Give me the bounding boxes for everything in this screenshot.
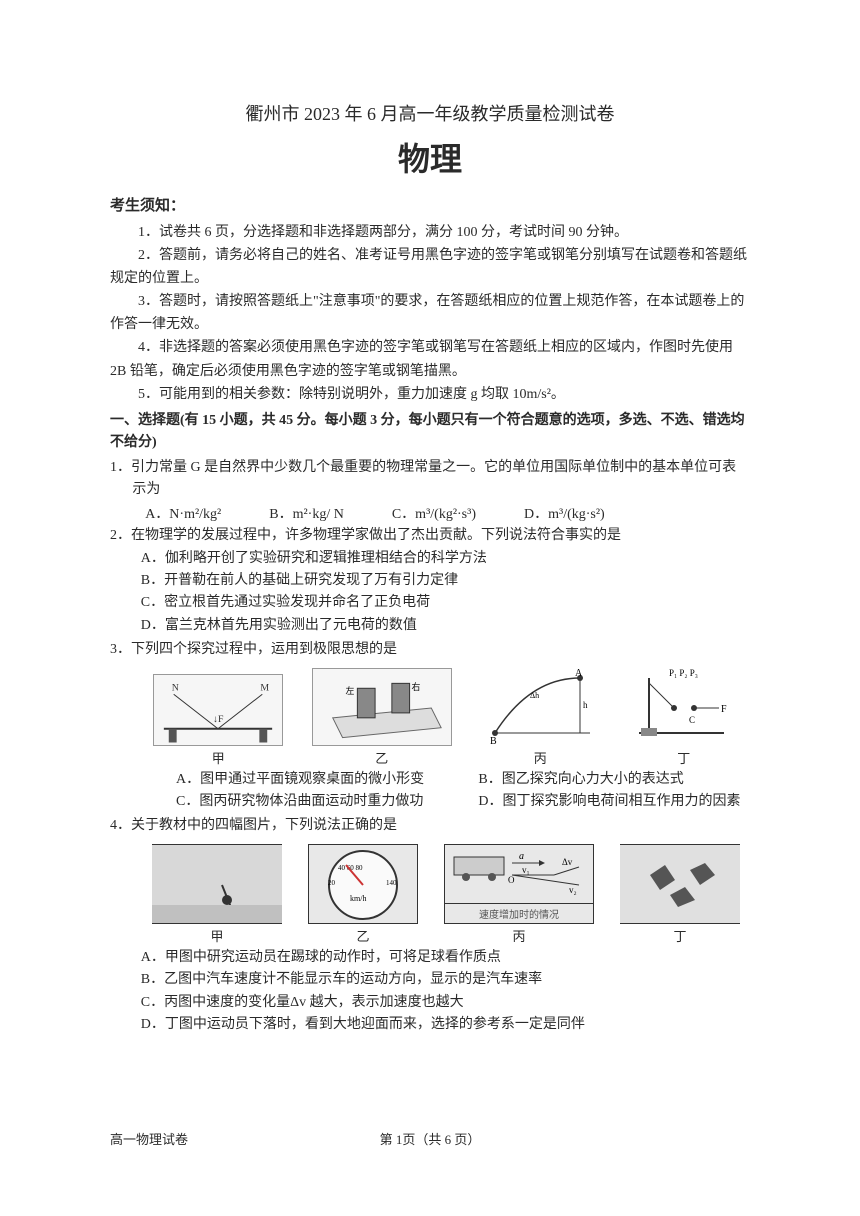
svg-text:右: 右 [411,681,420,692]
question-4-text: 4．关于教材中的四幅图片，下列说法正确的是 [110,815,750,837]
q3-option-c: C．图丙研究物体沿曲面运动时重力做功 [145,791,447,813]
svg-text:B: B [490,736,497,746]
svg-text:a: a [519,851,524,862]
question-2-text: 2．在物理学的发展过程中，许多物理学家做出了杰出贡献。下列说法符合事实的是 [110,525,750,547]
svg-text:N: N [172,682,179,693]
q3-fig-d-image: F P₁ P₂ P₃ C [629,668,739,746]
svg-text:v₂: v₂ [569,885,577,895]
question-4: 4．关于教材中的四幅图片，下列说法正确的是 [110,815,750,837]
question-1-text: 1．引力常量 G 是自然界中少数几个最重要的物理常量之一。它的单位用国际单位制中… [110,457,750,502]
notice-label: 考生须知： [110,194,750,215]
page-title-main: 衢州市 2023 年 6 月高一年级教学质量检测试卷 [110,100,750,126]
svg-text:h: h [583,700,588,710]
notice-item-1: 1．试卷共 6 页，分选择题和非选择题两部分，满分 100 分，考试时间 90 … [110,221,750,244]
svg-text:Δh: Δh [530,691,539,700]
svg-text:140: 140 [386,879,397,887]
question-1: 1．引力常量 G 是自然界中少数几个最重要的物理常量之一。它的单位用国际单位制中… [110,457,750,502]
section-1-header: 一、选择题(有 15 小题，共 45 分。每小题 3 分，每小题只有一个符合题意… [110,410,750,455]
q4-fig-c-caption: 速度增加时的情况 [445,903,593,923]
q1-option-a: A．N·m²/kg² [145,503,221,523]
svg-text:O: O [508,875,515,885]
q4-fig-d: 丁 [620,844,740,945]
footer-left: 高一物理试卷 [110,1129,323,1148]
page-title-subject: 物理 [110,134,750,180]
q1-option-b: B．m²·kg/ N [269,503,344,523]
footer-page-number: 第 1页（共 6 页） [323,1129,536,1148]
q4-fig-b: km/h40 60 8020140 乙 [308,844,418,945]
svg-text:km/h: km/h [350,894,366,903]
question-4-figures: 甲 km/h40 60 8020140 乙 a v₁ Δv v₂ O 速度增加时… [110,844,750,945]
q4-fig-b-image: km/h40 60 8020140 [308,844,418,924]
q3-fig-b: 左 右 乙 [312,668,452,767]
q3-fig-a: N M ↓F 甲 [153,674,283,767]
svg-text:M: M [261,682,270,693]
q4-option-a: A．甲图中研究运动员在踢球的动作时，可将足球看作质点 [110,947,750,969]
question-2: 2．在物理学的发展过程中，许多物理学家做出了杰出贡献。下列说法符合事实的是 [110,525,750,547]
svg-text:F: F [721,704,727,715]
q2-option-b: B．开普勒在前人的基础上研究发现了万有引力定律 [110,570,750,592]
q4-fig-c-image: a v₁ Δv v₂ O 速度增加时的情况 [444,844,594,924]
q3-fig-b-image: 左 右 [312,668,452,746]
q3-option-d: D．图丁探究影响电荷间相互作用力的因素 [448,791,750,813]
q4-fig-b-label: 乙 [356,926,369,945]
question-3-text: 3．下列四个探究过程中，运用到极限思想的是 [110,639,750,661]
q4-option-d: D．丁图中运动员下落时，看到大地迎面而来，选择的参考系一定是同伴 [110,1014,750,1036]
q4-option-b: B．乙图中汽车速度计不能显示车的运动方向，显示的是汽车速率 [110,969,750,991]
q4-fig-a-image [152,844,282,924]
q3-fig-c-label: 丙 [534,748,547,767]
svg-text:20: 20 [328,879,336,887]
q2-option-a: A．伽利略开创了实验研究和逻辑推理相结合的科学方法 [110,548,750,570]
q3-fig-d-label: 丁 [677,748,690,767]
q1-option-d: D．m³/(kg·s²) [524,503,605,523]
q3-fig-c-image: B A h Δh [480,668,600,746]
q4-fig-c: a v₁ Δv v₂ O 速度增加时的情况 丙 [444,844,594,945]
notice-item-3: 3．答题时，请按照答题纸上"注意事项"的要求，在答题纸相应的位置上规范作答，在本… [110,290,750,336]
question-1-options: A．N·m²/kg² B．m²·kg/ N C．m³/(kg²·s³) D．m³… [110,503,750,523]
q3-fig-a-label: 甲 [212,748,225,767]
q1-option-c: C．m³/(kg²·s³) [392,503,476,523]
q4-fig-a: 甲 [152,844,282,945]
q4-fig-c-label: 丙 [512,926,525,945]
q3-option-a: A．图甲通过平面镜观察桌面的微小形变 [145,769,447,791]
q4-fig-d-image [620,844,740,924]
svg-text:Δv: Δv [562,857,573,867]
q3-fig-c: B A h Δh 丙 [480,668,600,767]
q3-option-b: B．图乙探究向心力大小的表达式 [448,769,750,791]
svg-text:v₁: v₁ [522,865,530,875]
svg-text:↓F: ↓F [213,713,224,724]
q4-fig-a-label: 甲 [210,926,223,945]
q3-fig-b-label: 乙 [375,748,388,767]
svg-text:A: A [575,668,583,679]
notice-item-2: 2．答题前，请务必将自己的姓名、准考证号用黑色字迹的签字笔或钢笔分别填写在试题卷… [110,244,750,290]
q3-fig-d: F P₁ P₂ P₃ C 丁 [629,668,739,767]
q4-option-c: C．丙图中速度的变化量Δv 越大，表示加速度也越大 [110,992,750,1014]
q4-fig-d-label: 丁 [673,926,686,945]
question-3: 3．下列四个探究过程中，运用到极限思想的是 [110,639,750,661]
svg-text:左: 左 [345,685,354,696]
q2-option-d: D．富兰克林首先用实验测出了元电荷的数值 [110,615,750,637]
notice-item-5: 5．可能用到的相关参数：除特别说明外，重力加速度 g 均取 10m/s²。 [110,383,750,406]
q3-fig-a-image: N M ↓F [153,674,283,746]
notice-item-4: 4．非选择题的答案必须使用黑色字迹的签字笔或钢笔写在答题纸上相应的区域内，作图时… [110,336,750,382]
svg-text:P₁ P₂ P₃: P₁ P₂ P₃ [669,668,698,678]
question-3-figures: N M ↓F 甲 左 右 乙 B [110,668,750,767]
page-footer: 高一物理试卷 第 1页（共 6 页） [110,1129,750,1148]
svg-text:C: C [689,715,695,725]
q2-option-c: C．密立根首先通过实验发现并命名了正负电荷 [110,592,750,614]
